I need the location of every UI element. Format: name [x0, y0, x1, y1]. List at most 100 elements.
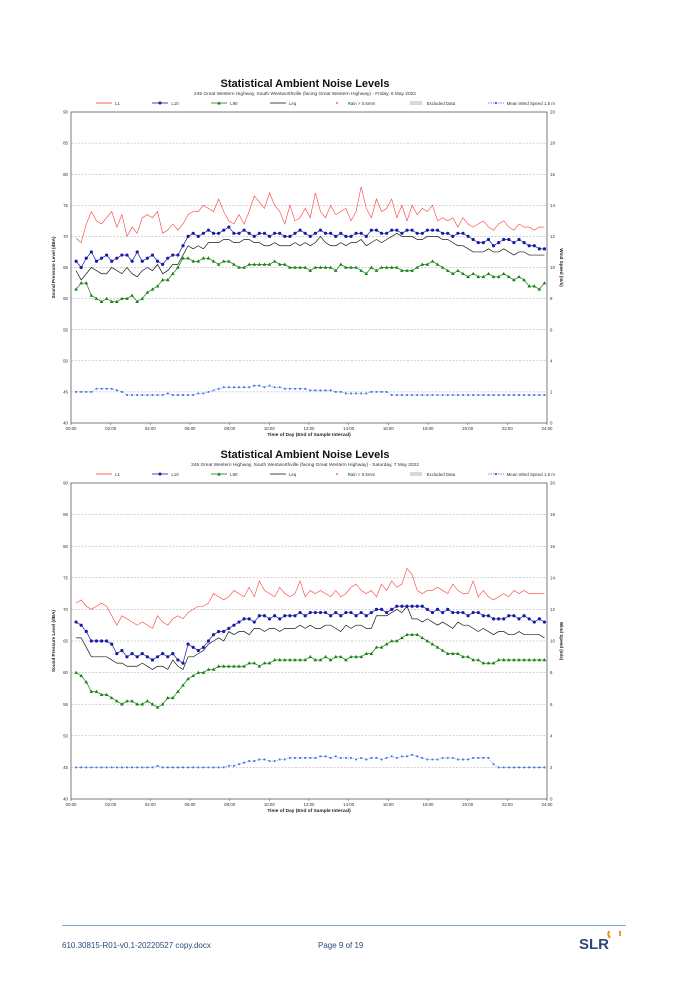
noise-chart-friday: Statistical Ambient Noise Levels 245 Gre… — [45, 78, 565, 443]
legend-label: L1 — [115, 100, 120, 106]
data-point — [187, 394, 189, 396]
y-tick-label: 60 — [63, 670, 68, 675]
y2-tick-label: 16 — [550, 172, 555, 177]
data-point — [374, 645, 379, 649]
data-point — [156, 764, 159, 767]
data-point — [390, 394, 393, 396]
data-point — [517, 274, 521, 279]
y-tick-label: 40 — [63, 421, 68, 426]
data-point — [303, 614, 307, 618]
data-point — [416, 755, 419, 758]
data-point — [293, 658, 297, 662]
data-point — [248, 386, 251, 389]
series-l10 — [74, 604, 547, 665]
data-point — [374, 607, 379, 611]
series-line — [76, 385, 545, 396]
data-point — [350, 757, 352, 759]
data-point — [467, 394, 469, 396]
data-point — [120, 702, 124, 706]
series-line — [75, 567, 545, 629]
data-point — [192, 766, 195, 769]
data-point — [542, 281, 547, 285]
data-point — [491, 661, 496, 665]
data-point — [410, 632, 414, 636]
data-point — [457, 394, 459, 396]
x-axis-label: Time of Day (End of Sample Interval) — [267, 432, 351, 438]
data-point — [288, 265, 292, 269]
data-point — [85, 391, 88, 393]
data-point — [400, 604, 404, 608]
data-point — [456, 610, 460, 615]
data-point — [155, 705, 160, 709]
y2-tick-label: 20 — [550, 110, 555, 115]
data-point — [140, 296, 145, 300]
data-point — [115, 389, 118, 392]
data-point — [247, 661, 251, 665]
data-point — [278, 617, 282, 621]
data-point — [328, 658, 333, 662]
data-point — [522, 614, 526, 618]
data-point — [389, 265, 394, 269]
data-point — [497, 241, 501, 245]
legend-item: L90 — [210, 471, 237, 477]
data-point — [446, 757, 449, 759]
series-line — [76, 754, 545, 768]
data-point — [120, 296, 124, 300]
data-point — [416, 394, 419, 396]
data-point — [79, 673, 83, 678]
y-tick-label: 55 — [63, 702, 68, 707]
legend-item: L10 — [151, 471, 179, 477]
data-point — [415, 632, 419, 636]
data-point — [298, 610, 302, 615]
data-point — [105, 766, 108, 769]
y-tick-label: 85 — [63, 512, 68, 517]
data-point — [221, 259, 226, 263]
data-point — [339, 262, 343, 266]
data-point — [211, 231, 216, 235]
data-point — [379, 231, 384, 235]
data-point — [319, 389, 322, 392]
legend-swatch — [96, 473, 112, 475]
data-point — [420, 231, 424, 235]
data-point — [125, 296, 129, 300]
data-point — [364, 271, 369, 276]
data-point — [314, 389, 317, 392]
data-point — [293, 614, 297, 618]
legend-label: Excluded Data — [426, 100, 456, 106]
data-point — [304, 757, 307, 759]
data-point — [99, 256, 104, 260]
data-point — [527, 658, 531, 662]
data-point — [385, 610, 389, 615]
data-point — [263, 758, 266, 761]
data-point — [476, 610, 480, 615]
y-tick-label: 40 — [63, 797, 68, 802]
data-point — [395, 639, 399, 643]
data-point — [309, 389, 312, 392]
data-point — [471, 237, 475, 242]
data-point — [375, 391, 378, 393]
data-point — [537, 658, 542, 662]
data-point — [420, 635, 425, 640]
data-point — [543, 394, 546, 396]
data-point — [410, 604, 414, 608]
data-point — [294, 387, 296, 390]
data-point — [262, 262, 267, 266]
data-point — [538, 394, 541, 396]
data-point — [181, 244, 185, 248]
x-tick-label: 18:00 — [423, 426, 435, 431]
data-point — [502, 766, 505, 769]
data-point — [156, 394, 159, 396]
data-point — [527, 244, 531, 248]
legend-item: Rain > 0.5mm — [328, 471, 375, 477]
legend-label: Leq — [288, 100, 297, 106]
data-point — [435, 607, 440, 611]
data-point — [79, 281, 83, 285]
data-point — [263, 386, 266, 389]
data-point — [89, 639, 93, 643]
data-point — [94, 639, 99, 643]
legend-item: Mean Wind Speed 1.5 m — [487, 100, 555, 106]
data-point — [517, 617, 521, 621]
data-point — [445, 651, 450, 655]
legend-swatch-marker — [217, 101, 221, 105]
data-point — [385, 757, 388, 759]
